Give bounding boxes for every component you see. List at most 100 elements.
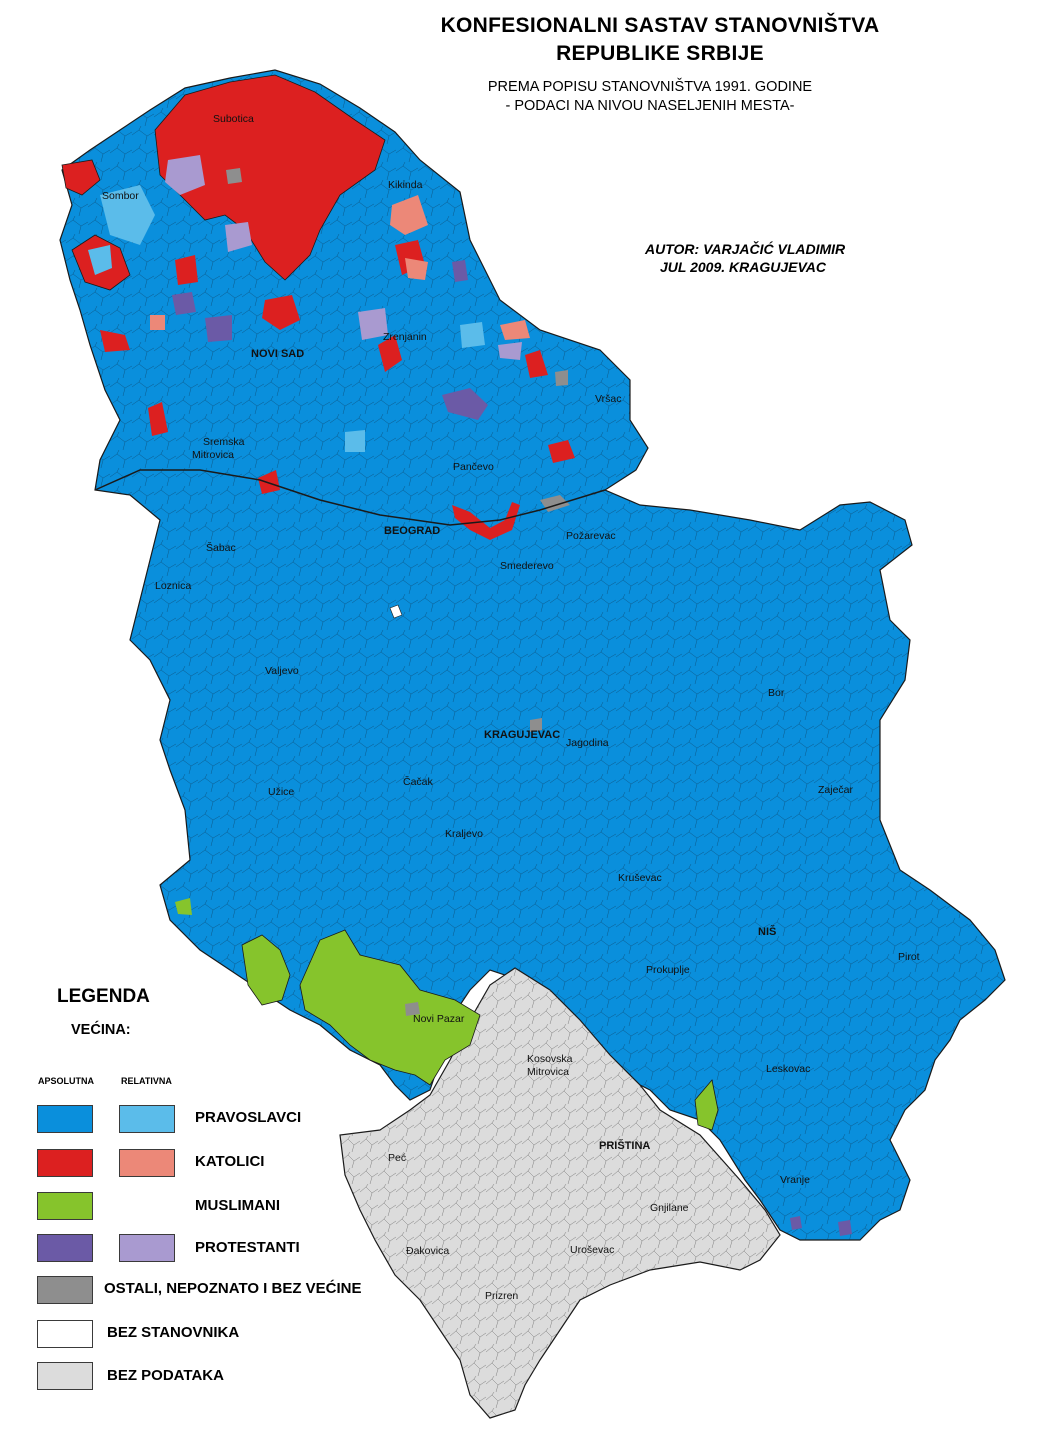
city-label-krusevac: Kruševac <box>618 872 662 884</box>
map-subtitle-line2: - PODACI NA NIVOU NASELJENIH MESTA- <box>505 98 795 114</box>
protestant-relative-3 <box>358 308 388 340</box>
city-label-uzice: Užice <box>268 786 295 798</box>
others-area-2 <box>555 370 568 386</box>
muslim-region-south <box>694 1079 719 1131</box>
orthodox-relative-2 <box>88 245 112 275</box>
protestant-absolute-1 <box>205 315 232 342</box>
no-inhabitants-area <box>389 604 403 619</box>
catholic-region-mid <box>262 295 300 330</box>
protestant-absolute-6 <box>838 1220 852 1236</box>
city-label-urosevac: Uroševac <box>570 1244 615 1256</box>
city-label-prokuplje: Prokuplje <box>646 964 690 976</box>
legend-label-protestant: PROTESTANTI <box>195 1239 300 1256</box>
legend-swatch-others <box>37 1276 93 1304</box>
catholic-relative-4 <box>150 315 165 330</box>
legend-swatch-catholic-relative <box>119 1149 175 1177</box>
protestant-absolute-2 <box>172 292 196 315</box>
city-label-nis: NIŠ <box>758 926 777 938</box>
legend-swatch-no-data <box>37 1362 93 1390</box>
city-label-sabac: Šabac <box>206 542 236 554</box>
protestant-absolute-4 <box>452 260 468 282</box>
legend-swatch-orthodox-relative <box>119 1105 175 1133</box>
catholic-region-north <box>154 74 386 281</box>
map-title-line2: REPUBLIKE SRBIJE <box>556 42 764 65</box>
city-label-cacak: Čačak <box>403 776 433 788</box>
city-label-djakovica: Đakovica <box>406 1245 450 1257</box>
city-label-gnjilane: Gnjilane <box>650 1202 689 1214</box>
legend-label-no-inhabitants: BEZ STANOVNIKA <box>107 1324 240 1341</box>
city-label-pozarevac: Požarevac <box>566 530 616 542</box>
city-label-pirot: Pirot <box>898 951 920 963</box>
legend-swatch-orthodox-absolute <box>37 1105 93 1133</box>
city-label-jagodina: Jagodina <box>566 737 609 749</box>
others-area-1 <box>226 168 242 184</box>
city-label-bor: Bor <box>768 687 785 699</box>
city-label-prizren: Prizren <box>485 1290 519 1302</box>
legend-swatch-protestant-absolute <box>37 1234 93 1262</box>
others-area-5 <box>405 1002 420 1016</box>
orthodox-relative-4 <box>345 430 365 452</box>
city-label-kosovska-2: Mitrovica <box>527 1066 570 1078</box>
city-label-vranje: Vranje <box>780 1174 810 1186</box>
city-label-zajecar: Zaječar <box>818 784 854 796</box>
city-label-smederevo: Smederevo <box>500 560 554 572</box>
muslim-region-west <box>241 934 291 1006</box>
city-label-kikinda: Kikinda <box>388 179 423 191</box>
city-label-kraljevo: Kraljevo <box>445 828 483 840</box>
map-subtitle-line1: PREMA POPISU STANOVNIŠTVA 1991. GODINE <box>487 79 813 95</box>
legend-label-orthodox: PRAVOSLAVCI <box>195 1109 302 1126</box>
author-line1: AUTOR: VARJAČIĆ VLADIMIR <box>645 241 846 257</box>
protestant-absolute-5 <box>790 1216 802 1230</box>
catholic-region-danube <box>452 502 520 540</box>
legend-subtitle: VEĆINA: <box>71 1022 131 1038</box>
catholic-region-mid5 <box>100 330 130 352</box>
city-label-valjevo: Valjevo <box>265 665 299 677</box>
legend-swatch-muslim-absolute <box>37 1192 93 1220</box>
catholic-region-mid2 <box>175 255 198 285</box>
catholic-region-srem2 <box>258 470 280 494</box>
city-label-beograd: BEOGRAD <box>384 525 441 537</box>
catholic-region-banat <box>525 350 548 378</box>
legend-swatch-no-inhabitants <box>37 1320 93 1348</box>
catholic-relative-2 <box>405 258 428 280</box>
catholic-region-srem <box>148 402 168 436</box>
city-label-kragujevac: KRAGUJEVAC <box>484 729 561 741</box>
city-label-sombor: Sombor <box>102 190 139 202</box>
catholic-relative-3 <box>500 320 530 340</box>
vojvodina-border <box>94 469 606 526</box>
city-label-vrsac: Vršac <box>595 393 622 405</box>
city-label-novi-sad: NOVI SAD <box>251 348 305 360</box>
city-label-kosovska-1: Kosovska <box>527 1053 573 1065</box>
legend-title: LEGENDA <box>57 986 150 1007</box>
catholic-region-west2 <box>61 159 101 196</box>
legend-col-relative: RELATIVNA <box>121 1076 172 1086</box>
legend-label-muslim: MUSLIMANI <box>195 1197 280 1214</box>
muslim-spot <box>175 898 192 915</box>
city-label-sremska-1: Sremska <box>203 436 245 448</box>
city-label-pec: Peć <box>388 1152 407 1164</box>
legend-col-absolute: APSOLUTNA <box>38 1076 94 1086</box>
city-label-leskovac: Leskovac <box>766 1063 811 1075</box>
legend-swatch-catholic-absolute <box>37 1149 93 1177</box>
city-label-novi-pazar: Novi Pazar <box>413 1013 465 1025</box>
others-area-4 <box>530 718 542 732</box>
city-label-zrenjanin: Zrenjanin <box>383 331 427 343</box>
author-line2: JUL 2009. KRAGUJEVAC <box>660 259 826 275</box>
city-label-pancevo: Pančevo <box>453 461 494 473</box>
muslim-region-sandzak <box>299 929 481 1086</box>
catholic-region-mid4 <box>378 335 402 372</box>
protestant-relative-2 <box>225 222 252 252</box>
catholic-relative-1 <box>390 195 428 235</box>
city-label-subotica: Subotica <box>213 113 254 125</box>
legend-label-catholic: KATOLICI <box>195 1153 265 1170</box>
legend-label-no-data: BEZ PODATAKA <box>107 1367 224 1384</box>
city-label-loznica: Loznica <box>155 580 192 592</box>
legend-swatch-protestant-relative <box>119 1234 175 1262</box>
protestant-absolute-3 <box>442 388 488 420</box>
protestant-relative-1 <box>165 155 205 195</box>
map-title-line1: KONFESIONALNI SASTAV STANOVNIŠTVA <box>440 14 880 37</box>
orthodox-relative-3 <box>460 322 485 348</box>
protestant-relative-4 <box>498 342 522 360</box>
catholic-region-banat2 <box>548 440 575 463</box>
